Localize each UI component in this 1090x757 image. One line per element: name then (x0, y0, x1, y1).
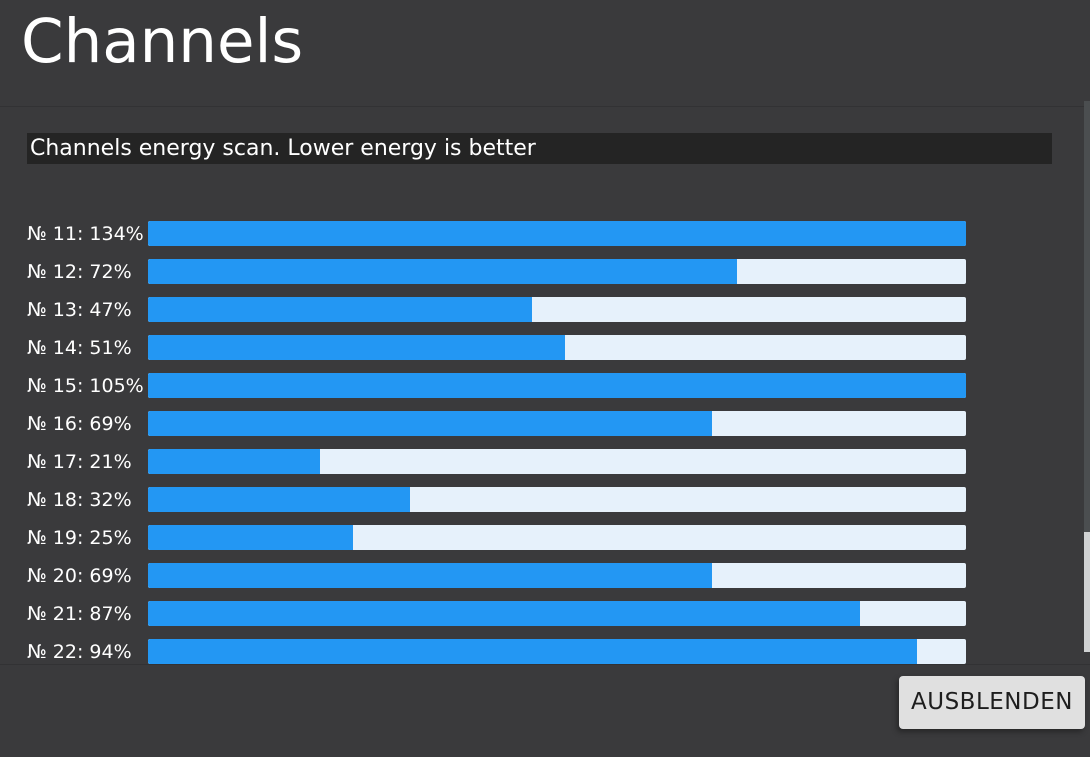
channel-label: № 19: 25% (27, 527, 132, 549)
channel-bar-fill (148, 297, 533, 322)
channel-rows: № 11: 134% № 12: 72% № 13: 47% № 14: 51% № 1… (0, 221, 1090, 677)
chart-subtitle: Channels energy scan. Lower energy is be… (30, 136, 536, 161)
channel-row: № 17: 21% (0, 449, 1090, 487)
channel-bar-track (148, 563, 966, 588)
channel-bar-fill (148, 373, 966, 398)
channel-row: № 20: 69% (0, 563, 1090, 601)
channel-label: № 17: 21% (27, 451, 132, 473)
channel-row: № 13: 47% (0, 297, 1090, 335)
channel-bar-track (148, 335, 966, 360)
channel-bar-fill (148, 221, 966, 246)
channel-label: № 13: 47% (27, 299, 132, 321)
channel-bar-track (148, 411, 966, 436)
channel-bar-track (148, 449, 966, 474)
channel-bar-fill (148, 335, 566, 360)
channel-bar-track (148, 221, 966, 246)
channel-label: № 12: 72% (27, 261, 132, 283)
channel-bar-fill (148, 411, 713, 436)
bottom-divider (0, 664, 1090, 665)
channel-label: № 20: 69% (27, 565, 132, 587)
channel-bar-track (148, 639, 966, 664)
channel-bar-track (148, 259, 966, 284)
channel-label: № 11: 134% (27, 223, 144, 245)
channel-row: № 19: 25% (0, 525, 1090, 563)
channel-row: № 21: 87% (0, 601, 1090, 639)
hide-button[interactable]: AUSBLENDEN (899, 676, 1085, 729)
channel-bar-fill (148, 259, 737, 284)
channel-bar-fill (148, 487, 410, 512)
channel-label: № 14: 51% (27, 337, 132, 359)
channel-bar-track (148, 297, 966, 322)
channel-label: № 15: 105% (27, 375, 144, 397)
channel-row: № 15: 105% (0, 373, 1090, 411)
chart-subtitle-strip: Channels energy scan. Lower energy is be… (27, 133, 1052, 164)
channel-label: № 16: 69% (27, 413, 132, 435)
channel-row: № 11: 134% (0, 221, 1090, 259)
channel-row: № 16: 69% (0, 411, 1090, 449)
channel-bar-fill (148, 601, 860, 626)
page-header: Channels (0, 0, 1090, 107)
channel-bar-track (148, 373, 966, 398)
channel-bar-fill (148, 525, 353, 550)
channel-bar-fill (148, 449, 320, 474)
channel-bar-fill (148, 639, 917, 664)
scrollbar-thumb[interactable] (1084, 101, 1090, 532)
channel-label: № 18: 32% (27, 489, 132, 511)
channel-row: № 22: 94% (0, 639, 1090, 677)
channel-bar-fill (148, 563, 713, 588)
page-title: Channels (21, 6, 304, 77)
channel-bar-track (148, 601, 966, 626)
channel-row: № 12: 72% (0, 259, 1090, 297)
channel-label: № 22: 94% (27, 641, 132, 663)
channel-row: № 14: 51% (0, 335, 1090, 373)
channel-bar-track (148, 487, 966, 512)
channel-row: № 18: 32% (0, 487, 1090, 525)
channel-bar-track (148, 525, 966, 550)
channel-label: № 21: 87% (27, 603, 132, 625)
scrollbar-track[interactable] (1084, 101, 1090, 652)
